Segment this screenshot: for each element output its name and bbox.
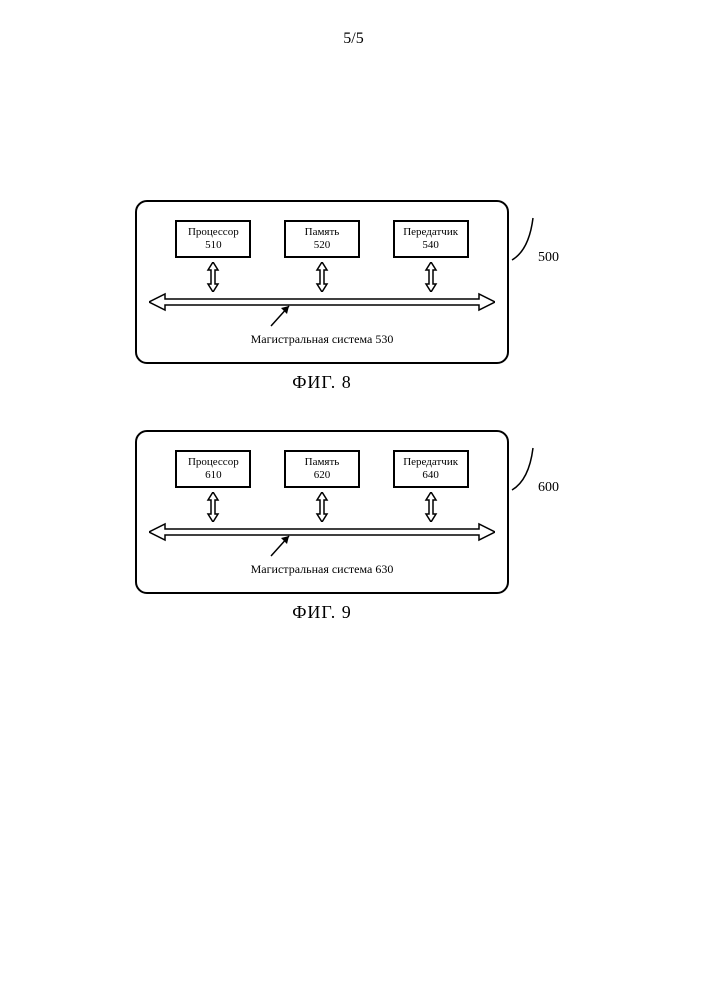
page-number: 5/5	[0, 30, 707, 48]
block-label: Память	[305, 226, 340, 238]
pointer-arrow-icon	[267, 300, 297, 330]
double-arrow-icon	[315, 492, 329, 522]
double-arrow-icon	[206, 262, 220, 292]
block-num: 540	[401, 239, 461, 252]
bus-double-arrow-icon	[149, 292, 495, 312]
figure-9: Процессор 610 Память 620 Передатчик 640	[135, 430, 509, 623]
pointer-arrow-icon	[267, 530, 297, 560]
block-label: Память	[305, 456, 340, 468]
page: 5/5 Процессор 510 Память 520 Передатчик …	[0, 0, 707, 1000]
bus-double-arrow-icon	[149, 522, 495, 542]
block-label: Процессор	[188, 456, 239, 468]
figure-9-vertical-arrows	[137, 492, 507, 522]
figure-8-blocks-row: Процессор 510 Память 520 Передатчик 540	[137, 220, 507, 258]
block-num: 640	[401, 469, 461, 482]
double-arrow-icon	[206, 492, 220, 522]
block-label: Передатчик	[403, 226, 458, 238]
block-num: 510	[183, 239, 243, 252]
double-arrow-icon	[315, 262, 329, 292]
block-transmitter: Передатчик 640	[393, 450, 469, 488]
block-processor: Процессор 510	[175, 220, 251, 258]
bus-label: Магистральная система 530	[137, 332, 507, 347]
double-arrow-icon	[424, 492, 438, 522]
figure-8-vertical-arrows	[137, 262, 507, 292]
block-num: 620	[292, 469, 352, 482]
figure-8-ref-label: 500	[538, 250, 559, 266]
block-memory: Память 520	[284, 220, 360, 258]
reference-curve-icon	[509, 210, 539, 270]
block-num: 520	[292, 239, 352, 252]
block-label: Процессор	[188, 226, 239, 238]
figure-8-box: Процессор 510 Память 520 Передатчик 540	[135, 200, 509, 364]
figure-9-caption: ФИГ. 9	[135, 602, 509, 623]
figure-8: Процессор 510 Память 520 Передатчик 540	[135, 200, 509, 393]
double-arrow-icon	[424, 262, 438, 292]
figure-8-caption: ФИГ. 8	[135, 372, 509, 393]
block-transmitter: Передатчик 540	[393, 220, 469, 258]
block-num: 610	[183, 469, 243, 482]
figure-9-box: Процессор 610 Память 620 Передатчик 640	[135, 430, 509, 594]
bus-label: Магистральная система 630	[137, 562, 507, 577]
block-memory: Память 620	[284, 450, 360, 488]
reference-curve-icon	[509, 440, 539, 500]
block-label: Передатчик	[403, 456, 458, 468]
figure-9-blocks-row: Процессор 610 Память 620 Передатчик 640	[137, 450, 507, 488]
block-processor: Процессор 610	[175, 450, 251, 488]
figure-9-ref-label: 600	[538, 480, 559, 496]
